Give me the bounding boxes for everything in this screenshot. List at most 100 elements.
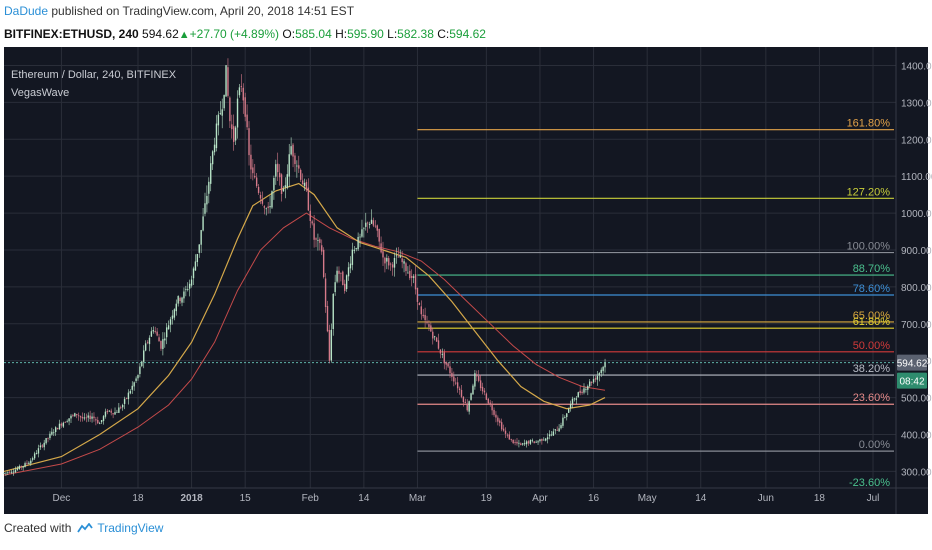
candle-body (305, 181, 308, 191)
published-text: published on TradingView.com, April 20, … (51, 4, 355, 18)
y-tick-label: 1100.00 (901, 172, 932, 183)
candle-body (39, 445, 42, 448)
candle-body (378, 228, 380, 242)
candle-body (41, 445, 43, 447)
candle-body (554, 429, 556, 431)
fib-level-label: -23.60% (849, 477, 890, 489)
x-tick-label: May (638, 493, 657, 504)
candle-body (481, 386, 484, 392)
author-link[interactable]: DaDude (4, 4, 49, 18)
candle-body (506, 434, 509, 436)
candle-body (60, 423, 63, 426)
x-tick-label: Feb (302, 493, 320, 504)
candle-body (523, 443, 526, 445)
candle-body (22, 466, 24, 468)
candle-body (535, 441, 537, 443)
candle-body (110, 410, 112, 413)
candle-body (62, 422, 65, 427)
candle-body (250, 154, 252, 170)
candle-body (91, 416, 93, 419)
open-label: O: (282, 27, 296, 41)
candle-body (74, 413, 76, 417)
candle-body (478, 375, 480, 381)
y-tick-label: 1400.00 (901, 61, 932, 72)
candle-body (85, 417, 88, 419)
candle-body (548, 434, 551, 437)
candle-body (537, 441, 539, 443)
candle-body (428, 324, 430, 327)
candle-body (167, 325, 170, 330)
candle-body (533, 441, 535, 444)
candle-body (238, 87, 241, 96)
last-price: 594.62 (142, 27, 179, 41)
candle-body (72, 415, 74, 417)
candle-body (579, 390, 581, 394)
countdown-box (897, 372, 927, 389)
candle-body (234, 127, 237, 141)
fib-level-label: 88.70% (853, 263, 891, 275)
x-tick-label: Dec (53, 493, 71, 504)
candles (3, 58, 606, 477)
y-tick-label: 1000.00 (901, 209, 932, 220)
candle-body (246, 114, 248, 128)
candle-body (359, 236, 361, 238)
tradingview-brand-link[interactable]: TradingView (97, 521, 164, 535)
candle-body (236, 98, 239, 128)
candle-body (326, 305, 329, 332)
candle-body (466, 403, 468, 411)
candle-body (512, 439, 514, 444)
y-tick-label: 300.00 (901, 467, 932, 478)
price-axis: 300.00400.00500.00600.00700.00800.00900.… (895, 47, 932, 514)
candle-body (449, 366, 451, 374)
tradingview-logo-icon (77, 523, 94, 533)
candle-body (12, 471, 15, 473)
candle-body (569, 403, 572, 409)
candle-body (334, 282, 336, 293)
fib-level-label: 127.20% (847, 186, 891, 198)
candle-body (244, 97, 246, 117)
candle-body (405, 263, 407, 272)
candle-body (255, 177, 258, 187)
candle-body (303, 182, 306, 187)
candle-body (30, 460, 32, 464)
candle-body (135, 378, 137, 381)
candle-body (330, 329, 333, 361)
candle-body (127, 392, 130, 400)
publish-info: DaDude published on TradingView.com, Apr… (4, 4, 354, 18)
candle-body (393, 257, 396, 268)
candle-body (232, 126, 235, 142)
candle-body (365, 222, 367, 227)
candle-body (388, 258, 390, 266)
candle-body (590, 381, 593, 383)
candle-body (437, 340, 440, 349)
chart-panel[interactable] (4, 47, 928, 514)
candle-body (215, 123, 218, 149)
candle-body (265, 208, 267, 210)
candle-body (53, 432, 55, 434)
candle-body (106, 410, 109, 413)
candle-body (213, 144, 216, 153)
candle-body (566, 413, 568, 418)
candle-body (351, 249, 354, 265)
candle-body (148, 337, 151, 345)
candle-body (219, 113, 222, 114)
candle-body (575, 398, 578, 400)
candle-body (64, 422, 66, 423)
indicator-name[interactable]: VegasWave (11, 87, 70, 99)
x-tick-label: 19 (481, 493, 493, 504)
candle-body (489, 402, 491, 405)
candle-body (522, 443, 524, 445)
candle-body (564, 416, 566, 418)
candle-body (370, 219, 373, 224)
candle-body (422, 314, 424, 317)
candle-body (10, 471, 13, 473)
candle-body (520, 443, 522, 445)
candle-body (131, 385, 133, 390)
candle-body (100, 420, 103, 423)
candle-body (451, 372, 453, 378)
candle-body (150, 331, 153, 337)
x-tick-label: 16 (588, 493, 600, 504)
candle-body (158, 337, 160, 342)
close-label: C: (437, 27, 450, 41)
